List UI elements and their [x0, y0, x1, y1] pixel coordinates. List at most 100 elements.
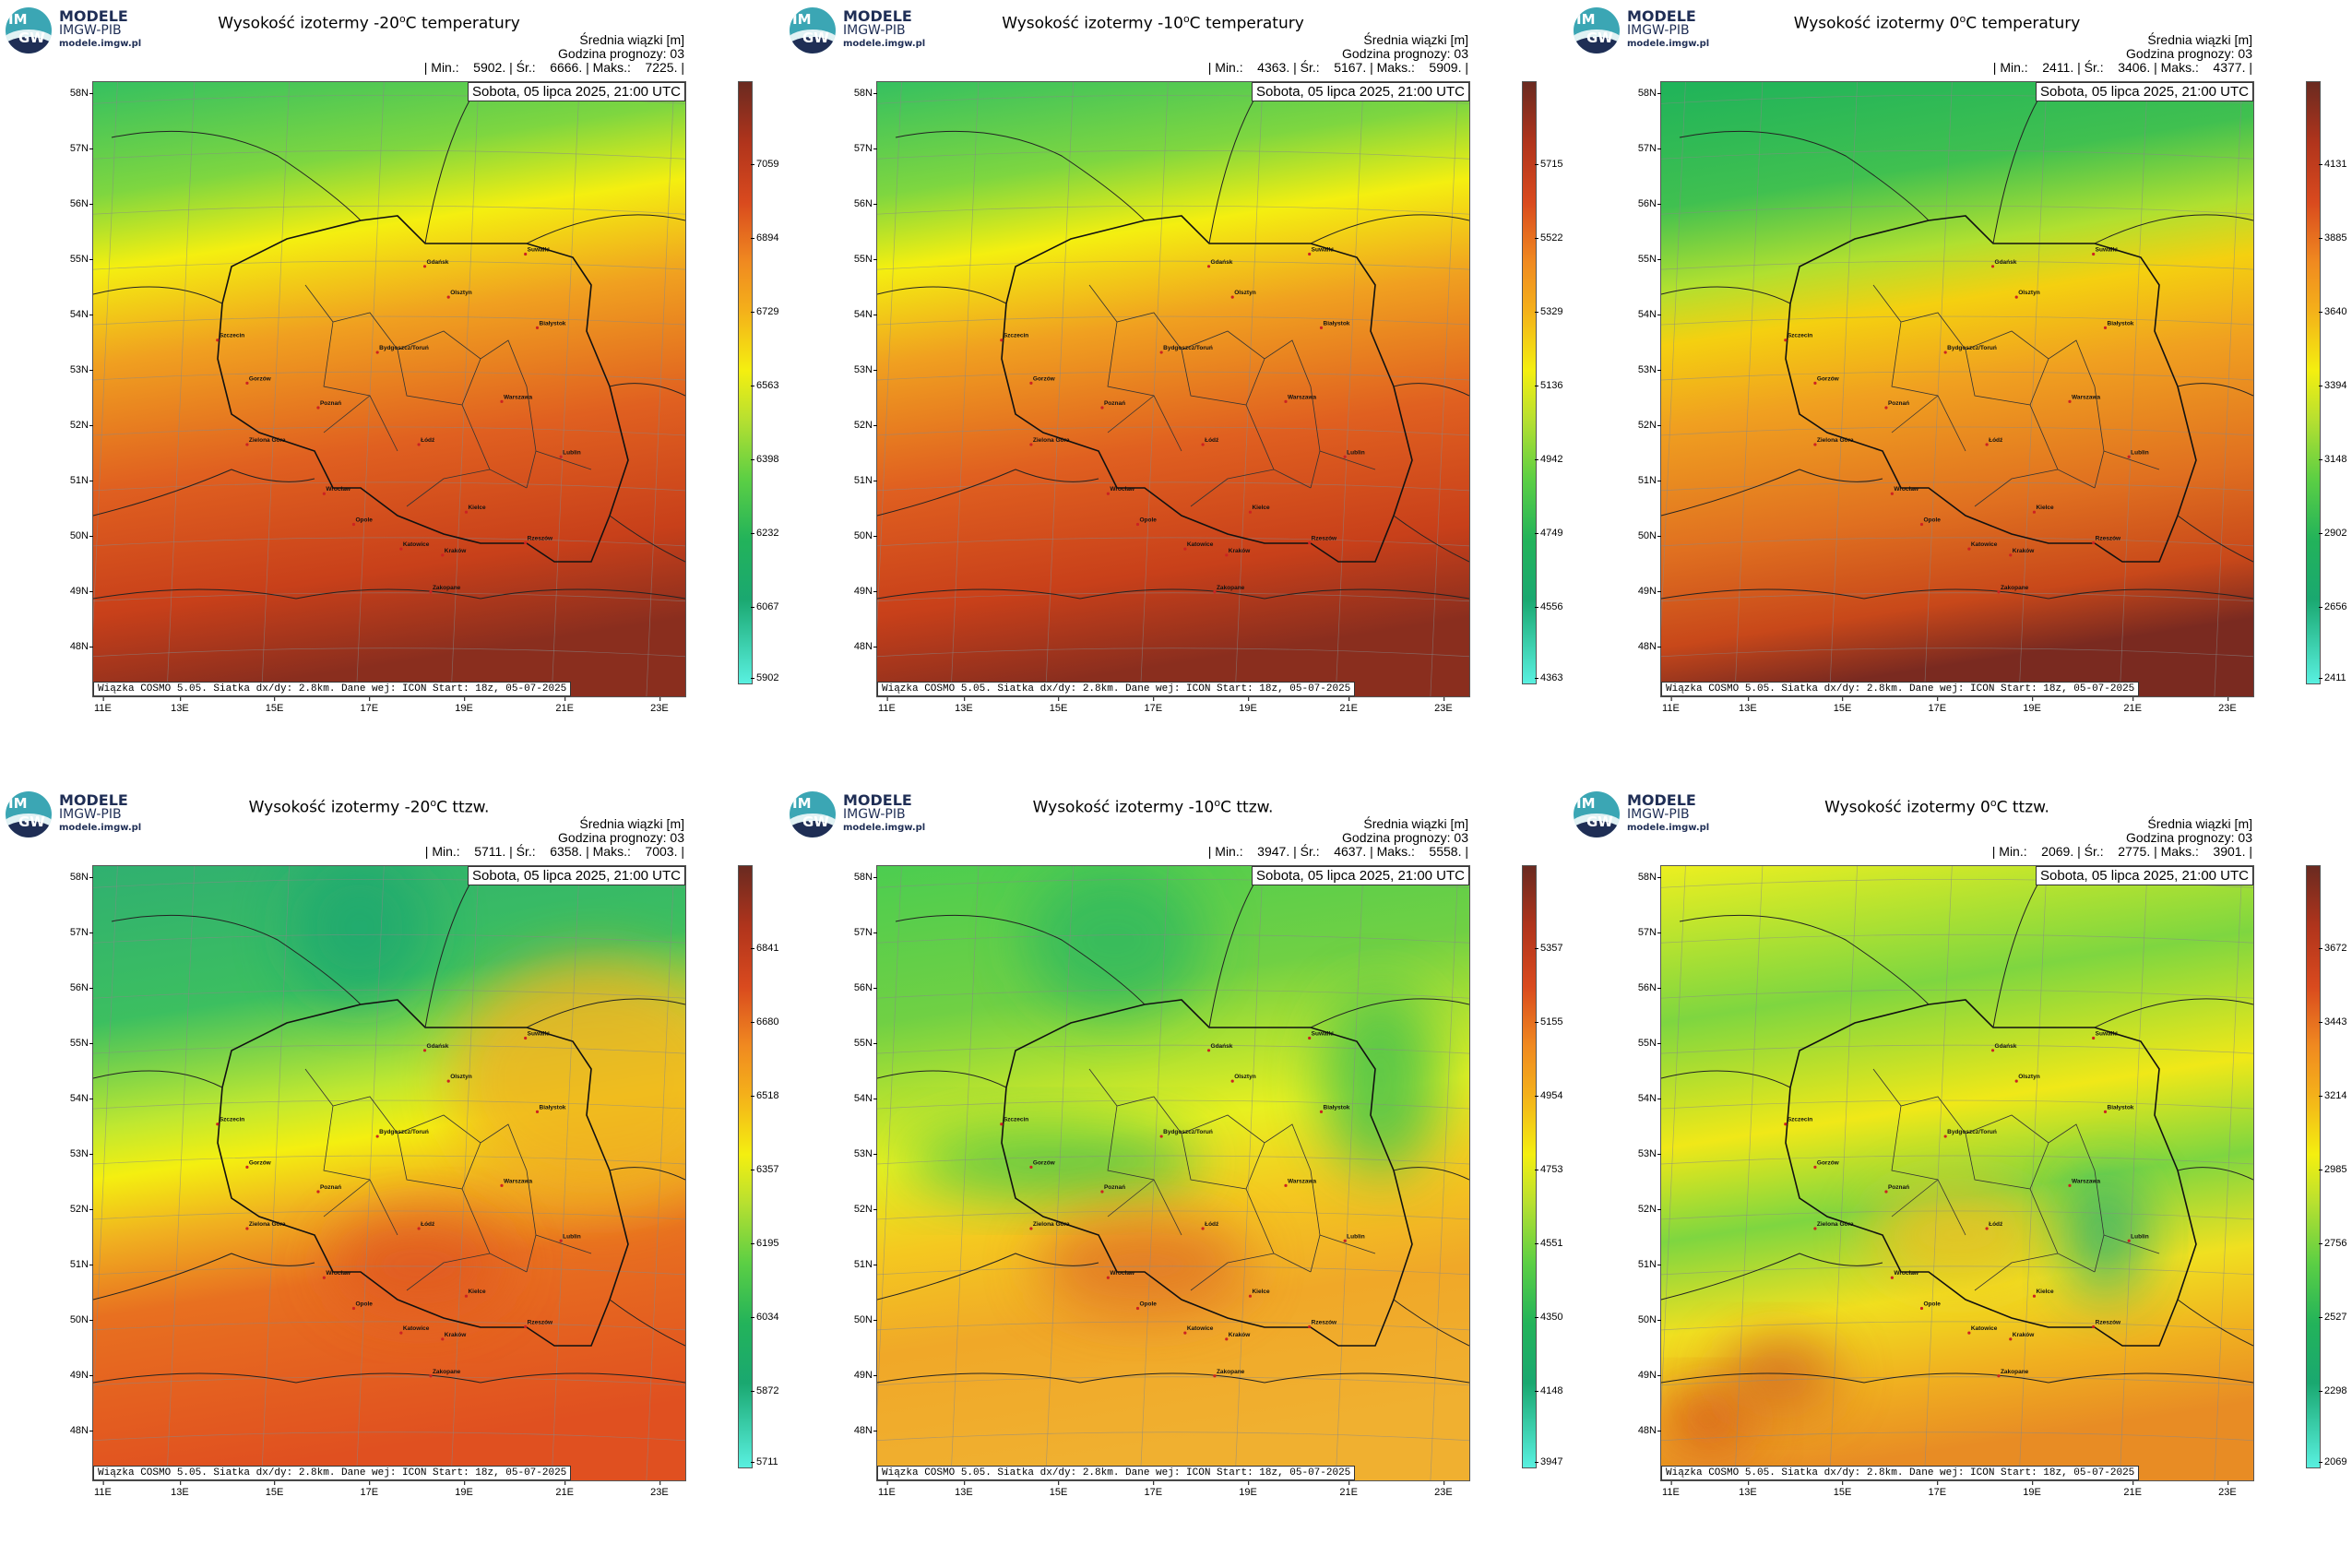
city-marker: Gorzów: [1029, 375, 1056, 385]
city-marker: Poznań: [316, 1184, 341, 1194]
latitude-tick: 51N: [853, 1258, 878, 1270]
latitude-tick: 50N: [69, 1313, 94, 1325]
city-marker: Suwałki: [2092, 246, 2118, 256]
latitude-tick: 54N: [69, 1093, 94, 1105]
imgw-logo[interactable]: IM GW MODELE IMGW-PIB modele.imgw.pl: [6, 7, 153, 53]
city-label: Warszawa: [2072, 1178, 2101, 1184]
city-label: Kraków: [2013, 548, 2035, 554]
city-label: Gdańsk: [1995, 1043, 2017, 1050]
city-marker: Bydgoszcz/Toruń: [1159, 345, 1213, 354]
graticule-line: [355, 866, 385, 1480]
valid-date: Sobota, 05 lipca 2025, 21:00 UTC: [468, 82, 685, 101]
graticule-line: [2119, 82, 2148, 696]
city-marker: Gdańsk: [1990, 1043, 2017, 1052]
latitude-tick: 55N: [853, 254, 878, 266]
colorbar-tick: 3885: [2318, 232, 2347, 244]
logo-title: MODELE: [1627, 791, 1696, 809]
map[interactable]: Sobota, 05 lipca 2025, 21:00 UTC Wiązka C…: [876, 865, 1470, 1481]
imgw-logo[interactable]: IM GW MODELE IMGW-PIB modele.imgw.pl: [790, 7, 937, 53]
city-label: Wrocław: [326, 1270, 351, 1277]
city-marker: Warszawa: [2068, 394, 2101, 403]
colorbar-labels: 7059 6894 6729 6563 6398 6232 6067 5902: [750, 81, 793, 683]
graticule-line: [1661, 1099, 2253, 1110]
graticule-line: [877, 537, 1469, 547]
city-marker: Katowice: [1183, 1325, 1214, 1335]
longitude-tick: 17E: [1144, 1481, 1163, 1498]
logo-url[interactable]: modele.imgw.pl: [1627, 39, 1710, 49]
colorbar-tick: 3672: [2318, 943, 2347, 954]
colorbar-tick: 3394: [2318, 380, 2347, 391]
graticule-line: [877, 82, 902, 631]
map[interactable]: Sobota, 05 lipca 2025, 21:00 UTC Wiązka C…: [92, 865, 686, 1481]
logo-mark-bottom: GW: [1586, 30, 1613, 46]
graticule-line: [93, 1210, 685, 1220]
stats-line: | Min.: 4363. | Śr.: 5167. | Maks.: 5909…: [1207, 60, 1468, 75]
stats-block: Średnia wiązki [m] Godzina prognozy: 03 | …: [1993, 33, 2252, 75]
graticule-line: [1661, 1155, 2253, 1165]
imgw-logo[interactable]: IM GW MODELE IMGW-PIB modele.imgw.pl: [1574, 7, 1721, 53]
map[interactable]: Sobota, 05 lipca 2025, 21:00 UTC Wiązka C…: [92, 81, 686, 697]
logo-url[interactable]: modele.imgw.pl: [59, 823, 142, 833]
latitude-tick: 53N: [1637, 1148, 1662, 1160]
imgw-logo[interactable]: IM GW MODELE IMGW-PIB modele.imgw.pl: [6, 791, 153, 837]
longitude-tick: 11E: [94, 697, 112, 714]
logo-url[interactable]: modele.imgw.pl: [1627, 823, 1710, 833]
graticule-line: [1661, 537, 2253, 547]
forecast-hour: Godzina prognozy: 03: [1342, 830, 1468, 845]
city-label: Gdańsk: [427, 1043, 449, 1050]
city-label: Poznań: [1888, 1184, 1909, 1191]
graticule-line: [93, 426, 685, 436]
field-fill: [877, 82, 1469, 696]
logo-mark-bottom: GW: [802, 30, 829, 46]
latitude-tick: 50N: [1637, 529, 1662, 541]
city-marker: Kraków: [1225, 548, 1251, 557]
city-marker: Suwałki: [524, 246, 550, 256]
latitude-tick: 57N: [853, 927, 878, 939]
city-marker: Wrocław: [1890, 486, 1919, 495]
latitude-tick: 48N: [1637, 1424, 1662, 1436]
colorbar-tick: 6398: [750, 454, 779, 465]
panel-title: Wysokość izotermy -10oC ttzw.: [1032, 797, 1274, 817]
map[interactable]: Sobota, 05 lipca 2025, 21:00 UTC Wiązka C…: [1660, 865, 2254, 1481]
map[interactable]: Sobota, 05 lipca 2025, 21:00 UTC Wiązka C…: [1660, 81, 2254, 697]
map[interactable]: Sobota, 05 lipca 2025, 21:00 UTC Wiązka C…: [876, 81, 1470, 697]
city-marker: Opole: [1135, 517, 1157, 527]
latitude-tick: 49N: [853, 585, 878, 597]
city-label: Wrocław: [1110, 486, 1135, 493]
longitude-tick: 11E: [878, 1481, 896, 1498]
longitude-tick: 23E: [1434, 1481, 1453, 1498]
city-marker: Zakopane: [429, 1369, 461, 1378]
latitude-tick: 55N: [1637, 254, 1662, 266]
city-marker: Kielce: [464, 505, 486, 514]
units-label: Średnia wiązki [m]: [579, 816, 684, 831]
city-marker: Zakopane: [1213, 1369, 1245, 1378]
city-label: Katowice: [1971, 541, 1998, 548]
longitude-tick: 15E: [1049, 1481, 1068, 1498]
field-blob: [1868, 1185, 2047, 1284]
city-marker: Opole: [351, 517, 373, 527]
city-label: Poznań: [1888, 400, 1909, 407]
city-marker: Olsztyn: [446, 1074, 472, 1083]
colorbar-tick: 4749: [1534, 528, 1563, 539]
longitude-axis: 11E 13E 15E 17E 19E 21E 23E: [876, 697, 1468, 716]
imgw-logo[interactable]: IM GW MODELE IMGW-PIB modele.imgw.pl: [1574, 791, 1721, 837]
city-marker: Kraków: [441, 548, 467, 557]
longitude-tick: 13E: [955, 1481, 973, 1498]
logo-url[interactable]: modele.imgw.pl: [59, 39, 142, 49]
forecast-panel: IM GW MODELE IMGW-PIB modele.imgw.pl Wysokość…: [784, 0, 1568, 784]
logo-url[interactable]: modele.imgw.pl: [843, 39, 926, 49]
latitude-axis: 58N 57N 56N 55N 54N 53N 52N 51N 50N 49N 48N: [839, 81, 878, 695]
city-label: Warszawa: [504, 1178, 533, 1184]
longitude-axis: 11E 13E 15E 17E 19E 21E 23E: [92, 1481, 684, 1500]
colorbar-tick: 5357: [1534, 943, 1563, 954]
graticule-line: [1734, 866, 1764, 1480]
model-info-footer: Wiązka COSMO 5.05. Siatka dx/dy: 2.8km. …: [877, 682, 1356, 696]
imgw-logo[interactable]: IM GW MODELE IMGW-PIB modele.imgw.pl: [790, 791, 937, 837]
logo-url[interactable]: modele.imgw.pl: [843, 823, 926, 833]
city-label: Poznań: [1104, 1184, 1125, 1191]
graticule-line: [93, 315, 685, 326]
latitude-tick: 55N: [853, 1038, 878, 1050]
city-marker: Gorzów: [1813, 1159, 1840, 1169]
city-label: Lublin: [563, 449, 581, 456]
city-label: Gdańsk: [1211, 259, 1233, 266]
